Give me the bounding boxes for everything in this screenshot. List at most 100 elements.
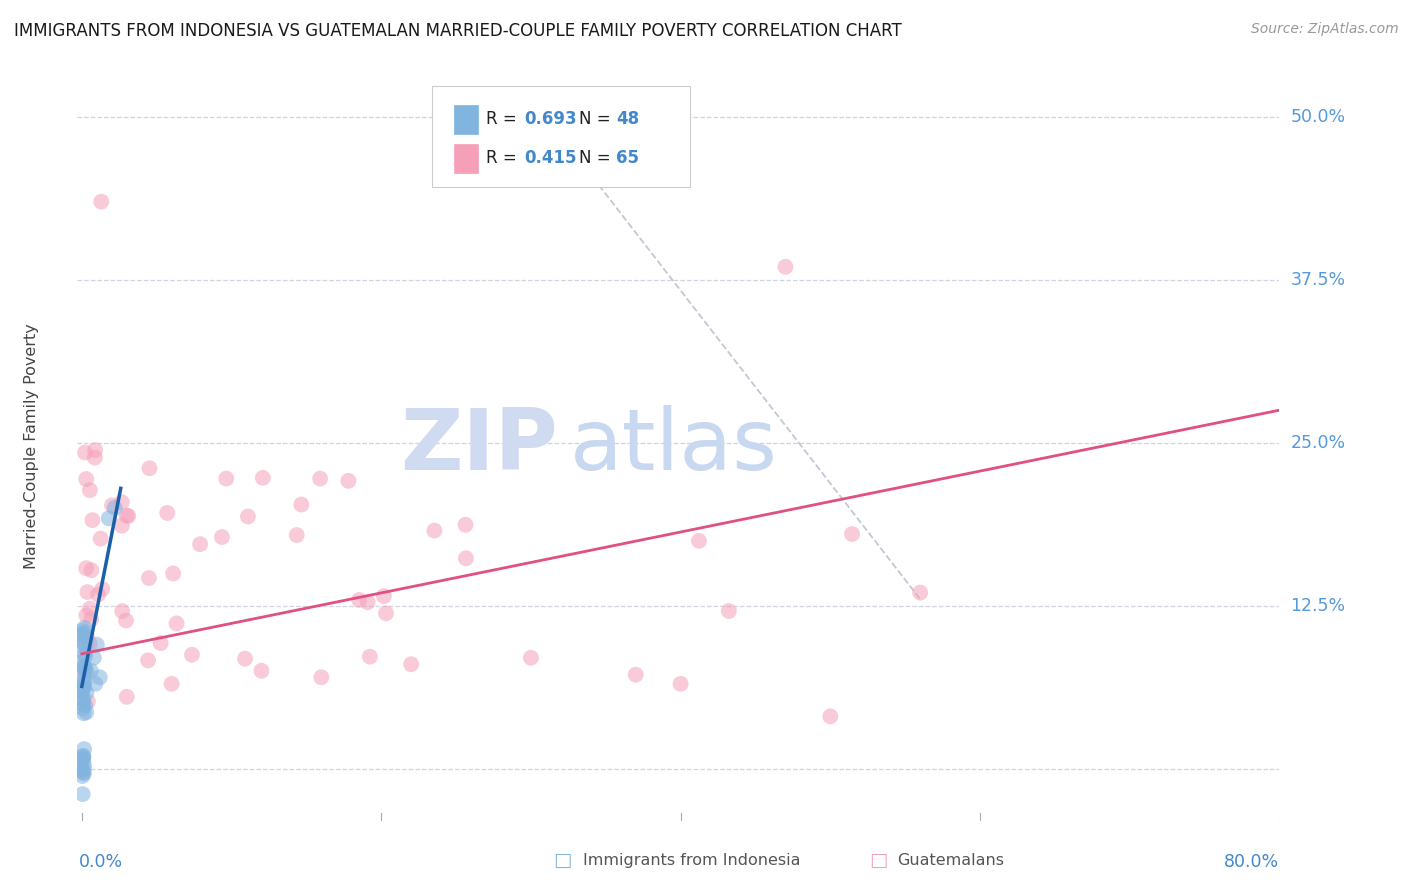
- Point: [138, 461, 160, 475]
- Point: [80, 664, 103, 678]
- Point: [80, 563, 103, 577]
- Point: [72, 659, 94, 673]
- Text: 12.5%: 12.5%: [1291, 597, 1346, 615]
- Point: [717, 604, 740, 618]
- Text: Source: ZipAtlas.com: Source: ZipAtlas.com: [1251, 22, 1399, 37]
- Point: [75, 639, 97, 653]
- Point: [908, 585, 931, 599]
- Point: [97, 511, 120, 525]
- Point: [236, 509, 259, 524]
- Point: [76, 585, 98, 599]
- Text: 0.693: 0.693: [524, 111, 576, 128]
- Point: [520, 650, 543, 665]
- Point: [72, 765, 94, 780]
- Point: [820, 709, 842, 723]
- Point: [669, 677, 692, 691]
- Point: [73, 626, 96, 640]
- Point: [72, 752, 94, 766]
- Point: [70, 624, 93, 638]
- Point: [115, 614, 138, 628]
- Point: [188, 537, 211, 551]
- Point: [149, 636, 172, 650]
- Point: [73, 756, 96, 771]
- Point: [136, 653, 159, 667]
- Point: [72, 764, 94, 778]
- Point: [160, 677, 183, 691]
- Point: [84, 677, 107, 691]
- Text: N =: N =: [579, 149, 616, 168]
- Point: [72, 748, 94, 763]
- Point: [138, 571, 160, 585]
- Point: [162, 566, 184, 581]
- Text: □: □: [869, 851, 889, 871]
- Point: [285, 528, 308, 542]
- Text: N =: N =: [579, 111, 616, 128]
- Point: [73, 706, 96, 721]
- Bar: [454, 144, 478, 172]
- Bar: [454, 105, 478, 134]
- Point: [73, 766, 96, 780]
- Point: [72, 701, 94, 715]
- Point: [375, 606, 398, 620]
- Point: [359, 649, 381, 664]
- Text: Guatemalans: Guatemalans: [897, 854, 1004, 868]
- Point: [252, 471, 274, 485]
- Point: [73, 625, 96, 640]
- Point: [70, 691, 93, 706]
- Point: [72, 751, 94, 765]
- Point: [841, 527, 863, 541]
- Point: [72, 769, 94, 783]
- Point: [75, 561, 97, 575]
- Point: [72, 681, 94, 695]
- Text: 37.5%: 37.5%: [1291, 271, 1346, 289]
- Point: [75, 445, 97, 459]
- Point: [89, 670, 111, 684]
- Text: atlas: atlas: [571, 404, 778, 488]
- Point: [373, 589, 395, 603]
- Point: [290, 498, 312, 512]
- Point: [73, 647, 96, 661]
- Point: [75, 706, 97, 720]
- Point: [181, 648, 204, 662]
- Point: [73, 742, 96, 756]
- Point: [775, 260, 797, 274]
- Point: [77, 694, 100, 708]
- Point: [86, 638, 108, 652]
- Point: [72, 692, 94, 706]
- Point: [70, 684, 93, 698]
- Point: [75, 648, 97, 663]
- Point: [73, 669, 96, 683]
- Point: [83, 650, 105, 665]
- Text: Immigrants from Indonesia: Immigrants from Indonesia: [583, 854, 801, 868]
- Point: [80, 612, 103, 626]
- Point: [73, 621, 96, 635]
- Text: 0.415: 0.415: [524, 149, 576, 168]
- Point: [72, 628, 94, 642]
- Point: [111, 495, 134, 509]
- Point: [104, 500, 127, 515]
- Point: [688, 533, 710, 548]
- Point: [84, 443, 107, 458]
- Point: [309, 472, 332, 486]
- Point: [423, 524, 446, 538]
- Point: [82, 513, 104, 527]
- Text: 80.0%: 80.0%: [1225, 854, 1279, 871]
- Point: [73, 665, 96, 680]
- Point: [90, 532, 112, 546]
- Point: [111, 518, 134, 533]
- Point: [115, 690, 138, 704]
- Point: [73, 680, 96, 694]
- Point: [73, 698, 96, 713]
- Point: [72, 787, 94, 801]
- Point: [73, 761, 96, 775]
- Point: [337, 474, 360, 488]
- Point: [624, 667, 647, 681]
- Point: [72, 639, 94, 653]
- Point: [76, 631, 98, 645]
- Point: [79, 601, 101, 615]
- Point: [115, 508, 138, 523]
- Text: Married-Couple Family Poverty: Married-Couple Family Poverty: [24, 323, 39, 569]
- Point: [87, 588, 110, 602]
- Point: [73, 660, 96, 674]
- Point: [233, 651, 256, 665]
